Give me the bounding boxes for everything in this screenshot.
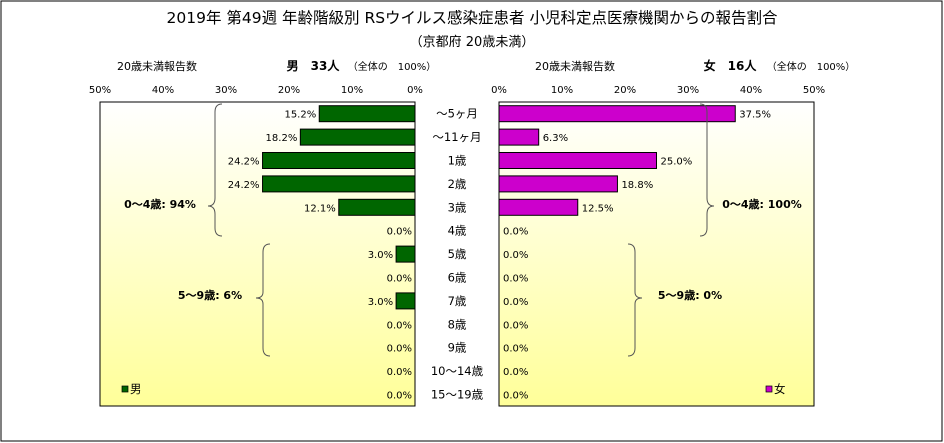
male-value-label: 18.2% <box>266 133 298 144</box>
female-header-title: 女 16人 <box>704 58 758 73</box>
category-label: ～11ヶ月 <box>432 130 481 144</box>
female-header-label: 20歳未満報告数 <box>535 60 615 73</box>
female-axis-ticks: 0% 10% 20% 30% 40% 50% <box>491 85 825 96</box>
male-bar <box>318 105 416 123</box>
male-bar <box>262 175 416 193</box>
male-bar <box>395 245 416 263</box>
chart-title: 2019年 第49週 年齢階級別 RSウイルス感染症患者 小児科定点医療機関から… <box>167 9 778 27</box>
category-label: ～5ヶ月 <box>436 107 478 121</box>
category-label: 15～19歳 <box>431 388 484 402</box>
male-tick-label: 40% <box>152 85 174 96</box>
male-bar <box>338 198 416 216</box>
chart-subtitle: （京都府 20歳未満） <box>410 35 535 50</box>
male-tick-label: 10% <box>341 85 363 96</box>
male-value-label: 15.2% <box>284 110 316 121</box>
female-value-label: 0.0% <box>503 320 528 331</box>
female-bar <box>498 152 657 169</box>
male-header-label: 20歳未満報告数 <box>117 60 197 73</box>
category-label: 2歳 <box>448 177 467 191</box>
female-value-label: 18.8% <box>621 180 653 191</box>
male-value-label: 24.2% <box>228 180 260 191</box>
male-legend-label: 男 <box>130 382 142 396</box>
male-value-label: 0.0% <box>387 320 412 331</box>
category-label: 5歳 <box>448 247 467 261</box>
female-annotation-5-9: 5～9歳: 0% <box>658 288 722 302</box>
male-brace-0-4 <box>207 103 223 237</box>
female-value-label: 0.0% <box>503 367 528 378</box>
female-value-label: 0.0% <box>503 391 528 402</box>
male-value-label: 3.0% <box>368 250 393 261</box>
female-value-label: 0.0% <box>503 344 528 355</box>
female-value-label: 12.5% <box>582 203 614 214</box>
male-brace-5-9 <box>255 243 271 357</box>
female-brace-5-9 <box>627 243 643 357</box>
male-value-label: 0.0% <box>387 367 412 378</box>
category-label: 4歳 <box>448 224 467 238</box>
female-header-note: （全体の 100%） <box>767 60 856 73</box>
female-tick-label: 40% <box>740 85 762 96</box>
female-value-label: 0.0% <box>503 297 528 308</box>
category-label: 6歳 <box>448 271 467 285</box>
female-bar <box>498 128 540 146</box>
male-value-label: 12.1% <box>304 203 336 214</box>
category-label: 7歳 <box>448 294 467 308</box>
category-labels: ～5ヶ月 ～11ヶ月 1歳 2歳 3歳 4歳 5歳 6歳 7歳 8歳 9歳 10～14歳 15～19歳 <box>431 107 484 402</box>
male-tick-label: 30% <box>215 85 237 96</box>
category-label: 1歳 <box>448 154 467 168</box>
female-bar <box>498 198 579 216</box>
female-legend-label: 女 <box>774 382 786 396</box>
female-tick-label: 0% <box>491 85 507 96</box>
female-value-label: 25.0% <box>661 157 693 168</box>
male-value-label: 3.0% <box>368 297 393 308</box>
male-value-label: 24.2% <box>228 157 260 168</box>
female-bar <box>498 105 736 123</box>
female-value-label: 37.5% <box>739 110 771 121</box>
male-bar <box>395 292 416 310</box>
male-bars: 15.2% 18.2% 24.2% 24.2% 12.1% 0.0% 3.0% 0.0% 3.0… <box>228 105 416 402</box>
male-value-label: 0.0% <box>387 344 412 355</box>
female-value-label: 0.0% <box>503 274 528 285</box>
male-tick-label: 50% <box>89 85 111 96</box>
female-tick-label: 30% <box>677 85 699 96</box>
male-tick-label: 0% <box>407 85 423 96</box>
female-bar <box>498 175 618 193</box>
male-axis-ticks: 50% 40% 30% 20% 10% 0% <box>89 85 423 96</box>
male-value-label: 0.0% <box>387 227 412 238</box>
male-tick-label: 20% <box>278 85 300 96</box>
female-plot-area <box>498 101 815 407</box>
female-bars: 37.5% 6.3% 25.0% 18.8% 12.5% 0.0% 0.0% 0.0% 0.0%… <box>498 105 771 402</box>
female-annotation-0-4: 0～4歳: 100% <box>722 197 802 211</box>
male-legend-swatch <box>121 385 129 393</box>
female-tick-label: 20% <box>614 85 636 96</box>
male-header-note: （全体の 100%） <box>348 60 437 73</box>
male-value-label: 0.0% <box>387 274 412 285</box>
male-bar <box>299 128 416 146</box>
male-bar <box>262 152 416 169</box>
category-label: 10～14歳 <box>431 364 484 378</box>
male-header-title: 男 33人 <box>287 58 341 73</box>
male-annotation-5-9: 5～9歳: 6% <box>178 288 242 302</box>
female-brace-0-4 <box>699 103 715 237</box>
female-value-label: 0.0% <box>503 227 528 238</box>
female-value-label: 6.3% <box>543 133 568 144</box>
male-annotation-0-4: 0～4歳: 94% <box>124 197 196 211</box>
female-tick-label: 10% <box>551 85 573 96</box>
female-legend-swatch <box>765 385 773 393</box>
category-label: 9歳 <box>448 341 467 355</box>
category-label: 8歳 <box>448 317 467 331</box>
female-tick-label: 50% <box>803 85 825 96</box>
female-value-label: 0.0% <box>503 250 528 261</box>
category-label: 3歳 <box>448 200 467 214</box>
male-value-label: 0.0% <box>387 391 412 402</box>
